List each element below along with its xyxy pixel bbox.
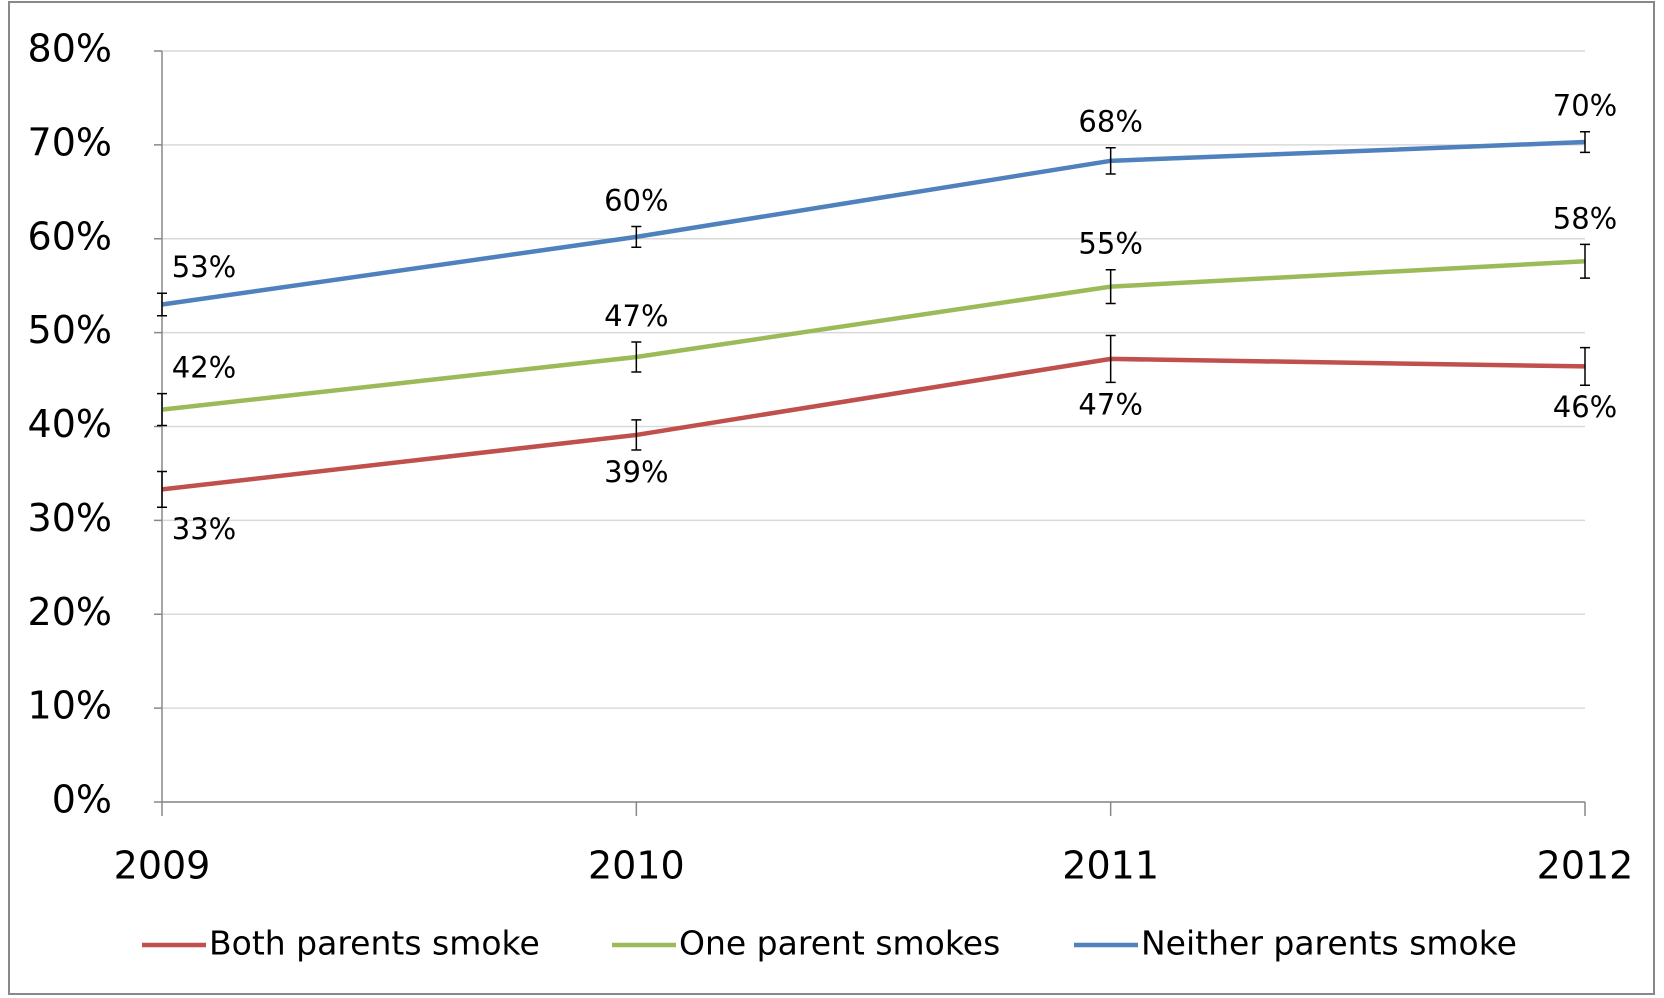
series-line xyxy=(161,356,1586,492)
error-bar xyxy=(157,392,167,427)
error-bar xyxy=(1105,334,1116,384)
x-tick-label: 2011 xyxy=(1062,844,1159,888)
x-tick-label: 2012 xyxy=(1537,844,1634,888)
y-tick-label: 20% xyxy=(28,590,112,634)
data-label: 68% xyxy=(1078,105,1142,139)
error-bar xyxy=(157,292,167,317)
error-bar xyxy=(1580,243,1590,279)
error-bar xyxy=(1580,130,1590,154)
data-label: 39% xyxy=(604,455,668,489)
data-label: 70% xyxy=(1553,89,1617,123)
data-label: 47% xyxy=(604,299,668,333)
x-tick-label: 2010 xyxy=(588,844,685,888)
y-tick-label: 60% xyxy=(28,214,112,258)
data-label: 53% xyxy=(172,250,236,284)
data-label: 58% xyxy=(1553,201,1617,235)
data-label: 55% xyxy=(1078,227,1142,261)
data-label: 42% xyxy=(172,351,236,385)
data-label: 47% xyxy=(1078,387,1142,421)
x-tick-label: 2009 xyxy=(114,844,211,888)
data-label: 46% xyxy=(1553,390,1617,424)
legend-label: Neither parents smoke xyxy=(1141,924,1517,963)
y-tick-label: 30% xyxy=(28,496,112,540)
error-bar xyxy=(157,470,167,508)
data-label: 33% xyxy=(172,512,236,546)
y-tick-label: 0% xyxy=(52,778,112,822)
data-label: 60% xyxy=(604,184,668,218)
series-line xyxy=(161,139,1586,307)
error-bar xyxy=(631,419,642,451)
chart-border xyxy=(8,1,1655,995)
y-tick-label: 70% xyxy=(28,120,112,164)
y-tick-label: 40% xyxy=(28,402,112,446)
series-line xyxy=(161,259,1586,412)
legend-label: Both parents smoke xyxy=(209,924,540,963)
error-bar xyxy=(1580,346,1590,386)
error-bar xyxy=(631,225,642,248)
y-tick-label: 80% xyxy=(28,27,112,71)
error-bar xyxy=(1105,268,1116,305)
error-bar xyxy=(631,341,642,373)
legend-label: One parent smokes xyxy=(679,924,1000,963)
y-tick-label: 50% xyxy=(28,308,112,352)
error-bar xyxy=(1105,146,1116,175)
y-tick-label: 10% xyxy=(28,684,112,728)
